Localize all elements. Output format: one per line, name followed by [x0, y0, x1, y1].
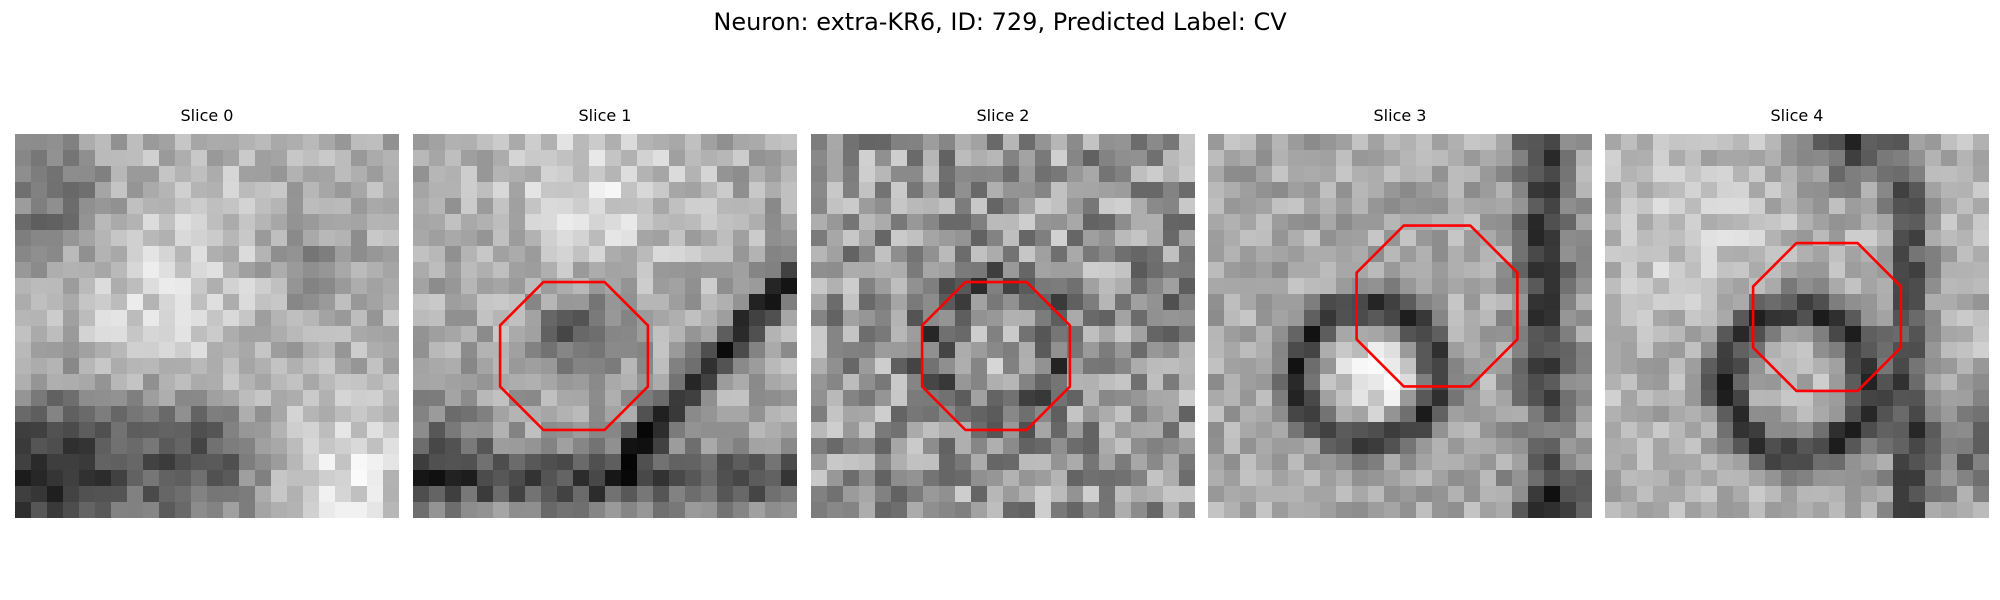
panel-title: Slice 2: [976, 106, 1030, 125]
panel-title: Slice 1: [578, 106, 632, 125]
panel-slice-1: Slice 1: [413, 106, 797, 518]
figure-title: Neuron: extra-KR6, ID: 729, Predicted La…: [713, 8, 1287, 36]
panel-title: Slice 4: [1770, 106, 1824, 125]
slice-image: [811, 134, 1195, 518]
roi-octagon: [1355, 224, 1519, 388]
pixel-grid: [1605, 134, 1989, 518]
slice-image: [1208, 134, 1592, 518]
slice-image: [15, 134, 399, 518]
roi-octagon: [498, 280, 650, 432]
roi-octagon: [1751, 241, 1903, 393]
panel-slice-3: Slice 3: [1208, 106, 1592, 518]
slice-image: [1605, 134, 1989, 518]
pixel-grid: [15, 134, 399, 518]
panel-slice-4: Slice 4: [1605, 106, 1989, 518]
panel-slice-0: Slice 0: [15, 106, 399, 518]
panel-title: Slice 0: [180, 106, 234, 125]
panel-slice-2: Slice 2: [811, 106, 1195, 518]
pixel-grid: [1208, 134, 1592, 518]
slice-image: [413, 134, 797, 518]
roi-octagon: [920, 280, 1072, 432]
panel-title: Slice 3: [1373, 106, 1427, 125]
pixel-grid: [413, 134, 797, 518]
pixel-grid: [811, 134, 1195, 518]
